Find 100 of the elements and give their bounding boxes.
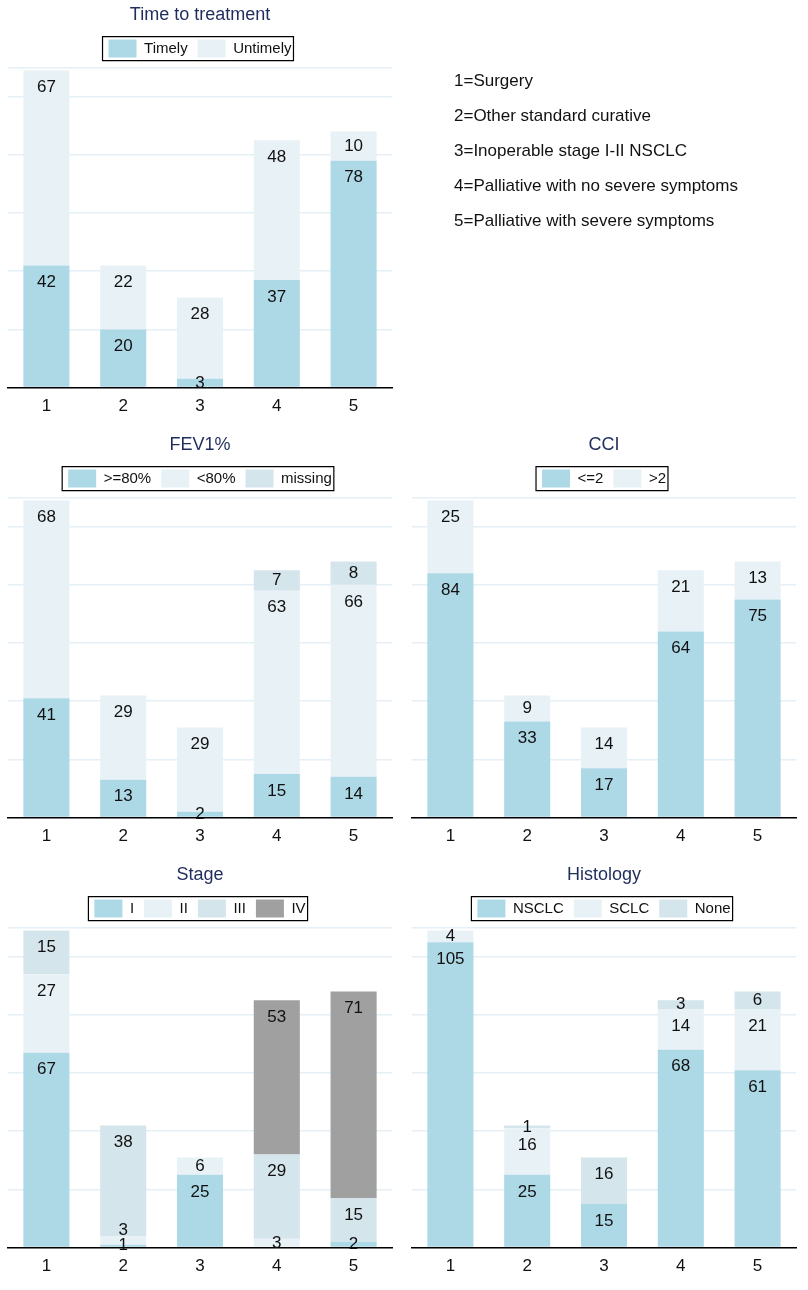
text: 4=Palliative with no severe symptoms (454, 175, 739, 196)
bar (330, 160, 377, 387)
x-tick-label: 5 (752, 1256, 763, 1276)
x-tick-label: 2 (118, 1256, 128, 1276)
data-label: 15 (344, 1204, 364, 1224)
data-label: 33 (517, 728, 537, 748)
bar (23, 930, 70, 975)
bar (427, 573, 474, 817)
data-label: 29 (190, 734, 210, 754)
bar (176, 1174, 224, 1247)
bar (253, 279, 300, 387)
data-label: 6 (752, 990, 763, 1010)
x-tick-label: 1 (41, 826, 52, 846)
data-label: 6 (195, 1155, 205, 1175)
chart-title: CCI (588, 433, 620, 454)
data-label: 61 (748, 1076, 768, 1096)
bar (657, 1049, 704, 1247)
data-label: 64 (671, 638, 691, 658)
bar (100, 779, 147, 817)
bar (580, 1203, 628, 1247)
data-label: 25 (517, 1181, 537, 1201)
legend-label: None (694, 898, 731, 916)
x-tick-label: 4 (676, 826, 686, 846)
data-label: 68 (671, 1056, 691, 1076)
legend-label: missing (280, 468, 332, 486)
bar (580, 1157, 628, 1204)
data-label: 25 (190, 1181, 210, 1201)
data-label: 14 (344, 783, 364, 803)
legend-label: <80% (196, 468, 236, 486)
data-label: 68 (36, 507, 56, 527)
data-label: 37 (267, 286, 287, 306)
data-label: 7 (272, 570, 282, 590)
bar (253, 1000, 300, 1155)
data-label: 3 (272, 1232, 282, 1252)
x-tick-label: 3 (195, 396, 205, 416)
legend-label: <=2 (577, 468, 604, 486)
data-label: 21 (748, 1015, 768, 1035)
text: 1=Surgery (454, 70, 534, 91)
x-tick-label: 1 (445, 826, 456, 846)
x-tick-label: 4 (272, 1256, 282, 1276)
chart-title: Stage (176, 863, 224, 884)
legend-label: III (233, 898, 246, 916)
data-label: 28 (190, 304, 210, 324)
bar (734, 599, 781, 817)
data-label: 3 (676, 994, 686, 1014)
data-label: 8 (348, 562, 359, 582)
data-label: 41 (36, 705, 56, 725)
data-label: 27 (36, 980, 56, 1000)
data-label: 13 (748, 568, 768, 588)
x-tick-label: 4 (272, 396, 282, 416)
x-tick-label: 2 (522, 826, 532, 846)
data-label: 14 (594, 734, 614, 754)
bar (504, 1174, 551, 1247)
data-label: 75 (748, 606, 768, 626)
text: 2=Other standard curative (454, 105, 653, 126)
data-label: 13 (113, 786, 133, 806)
data-label: 15 (267, 780, 287, 800)
data-label: 4 (445, 926, 456, 946)
text: 5=Palliative with severe symptoms (454, 210, 716, 231)
x-tick-label: 1 (41, 1256, 52, 1276)
legend-label: >=80% (103, 468, 152, 486)
data-label: 42 (36, 272, 56, 292)
data-label: 84 (440, 579, 460, 599)
data-label: 66 (344, 591, 364, 611)
bar (330, 991, 377, 1199)
x-tick-label: 2 (118, 826, 128, 846)
x-tick-label: 1 (41, 396, 52, 416)
x-tick-label: 4 (676, 1256, 686, 1276)
chart-title: Time to treatment (129, 3, 271, 24)
bar (253, 773, 300, 817)
bar (580, 768, 628, 817)
x-tick-label: 5 (348, 396, 359, 416)
x-tick-label: 3 (195, 826, 205, 846)
legend-label: IV (291, 898, 306, 916)
bar (330, 561, 377, 585)
data-label: 9 (522, 698, 532, 718)
x-tick-label: 3 (599, 1256, 609, 1276)
legend-label: NSCLC (512, 898, 564, 916)
data-label: 1 (522, 1116, 532, 1136)
data-label: 14 (671, 1015, 691, 1035)
text: 3=Inoperable stage I-II NSCLC (454, 140, 688, 161)
data-label: 53 (267, 1007, 287, 1027)
x-tick-label: 4 (272, 826, 282, 846)
x-tick-label: 2 (118, 396, 128, 416)
x-tick-label: 5 (348, 1256, 359, 1276)
data-label: 29 (267, 1161, 287, 1181)
x-tick-label: 5 (752, 826, 763, 846)
data-label: 3 (195, 372, 205, 392)
data-label: 15 (36, 937, 56, 957)
x-tick-label: 5 (348, 826, 359, 846)
data-label: 71 (344, 998, 364, 1018)
data-label: 10 (344, 135, 364, 155)
bar (100, 329, 147, 387)
data-label: 38 (113, 1132, 133, 1152)
bar (330, 776, 377, 817)
data-label: 22 (113, 272, 133, 292)
x-tick-label: 3 (599, 826, 609, 846)
bar (23, 265, 70, 387)
data-label: 67 (36, 77, 56, 97)
legend-label: Timely (144, 38, 189, 56)
